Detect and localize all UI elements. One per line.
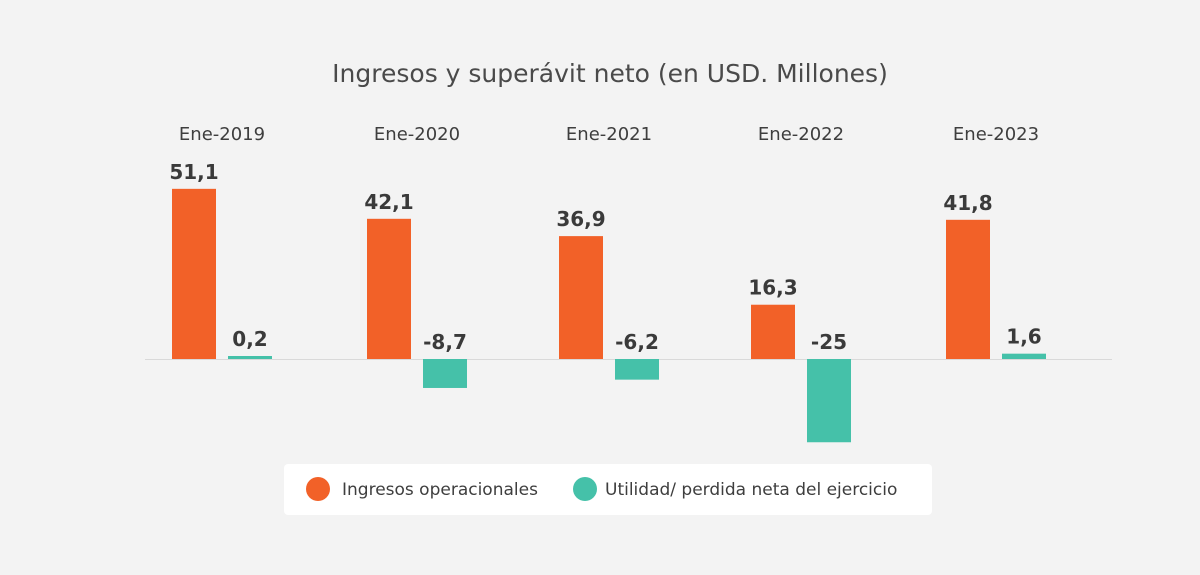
bar-ingresos	[559, 236, 603, 359]
legend-swatch-utilidad	[573, 477, 597, 501]
data-label: 1,6	[1006, 325, 1041, 349]
data-label: 51,1	[169, 160, 218, 184]
bar-ingresos	[367, 218, 411, 359]
category-label: Ene-2022	[758, 124, 844, 145]
category-label: Ene-2020	[374, 124, 460, 145]
chart-title: Ingresos y superávit neto (en USD. Millo…	[332, 59, 888, 88]
legend-swatch-ingresos	[306, 477, 330, 501]
legend-label-utilidad: Utilidad/ perdida neta del ejercicio	[605, 480, 897, 500]
category-label: Ene-2023	[953, 124, 1039, 145]
bar-utilidad	[1002, 353, 1046, 359]
data-label: 36,9	[556, 207, 605, 231]
bars-group: Ene-2019 Ene-2020 Ene-2021 Ene-2022 Ene-2023…	[169, 124, 1046, 443]
data-label: 16,3	[748, 276, 797, 300]
bar-ingresos	[751, 304, 795, 359]
legend-label-ingresos: Ingresos operacionales	[342, 480, 538, 500]
data-label: -25	[811, 330, 847, 354]
bar-utilidad	[228, 356, 272, 359]
category-label: Ene-2021	[566, 124, 652, 145]
bar-ingresos	[172, 188, 216, 359]
bar-ingresos	[946, 219, 990, 359]
category-label: Ene-2019	[179, 124, 265, 145]
bar-utilidad	[807, 359, 851, 443]
data-label: 41,8	[943, 191, 992, 215]
bar-utilidad	[615, 359, 659, 380]
data-label: -6,2	[615, 330, 659, 354]
data-label: 42,1	[364, 190, 413, 214]
legend-box	[284, 464, 932, 515]
bar-utilidad	[423, 359, 467, 388]
data-label: 0,2	[232, 327, 267, 351]
legend: Ingresos operacionales Utilidad/ perdida…	[284, 464, 932, 515]
data-label: -8,7	[423, 330, 467, 354]
